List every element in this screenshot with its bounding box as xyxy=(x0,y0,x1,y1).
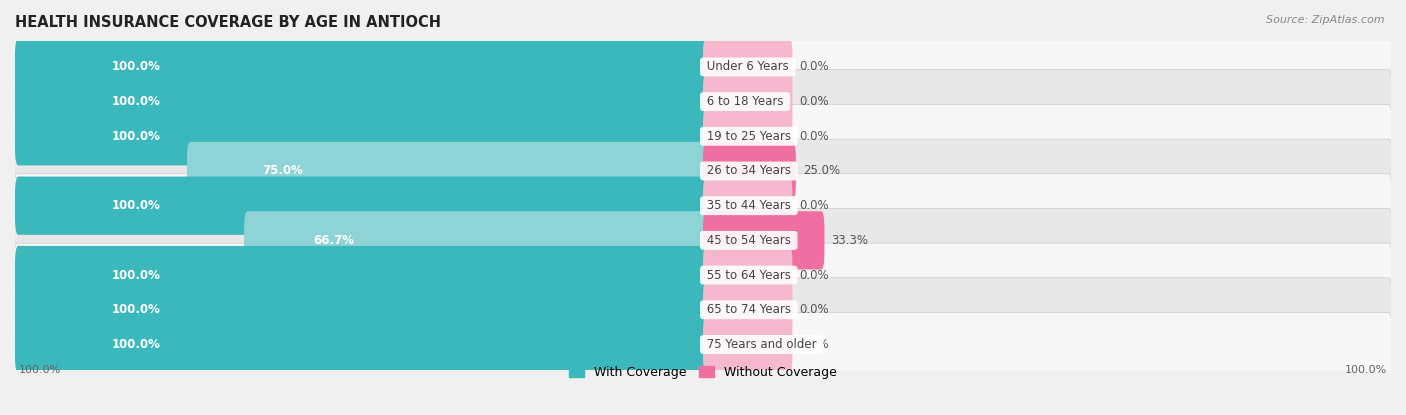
Text: 100.0%: 100.0% xyxy=(111,95,160,108)
FancyBboxPatch shape xyxy=(245,211,706,269)
Text: 55 to 64 Years: 55 to 64 Years xyxy=(703,269,794,281)
Text: 0.0%: 0.0% xyxy=(800,199,830,212)
Text: 35 to 44 Years: 35 to 44 Years xyxy=(703,199,794,212)
FancyBboxPatch shape xyxy=(14,243,1392,307)
FancyBboxPatch shape xyxy=(14,278,1392,342)
FancyBboxPatch shape xyxy=(703,107,793,166)
Text: 0.0%: 0.0% xyxy=(800,303,830,316)
Text: 0.0%: 0.0% xyxy=(800,95,830,108)
Text: 100.0%: 100.0% xyxy=(111,269,160,281)
FancyBboxPatch shape xyxy=(15,315,706,374)
Text: 75.0%: 75.0% xyxy=(263,164,304,178)
Text: 100.0%: 100.0% xyxy=(111,130,160,143)
FancyBboxPatch shape xyxy=(15,176,706,235)
Text: 100.0%: 100.0% xyxy=(111,199,160,212)
Text: 25.0%: 25.0% xyxy=(803,164,839,178)
Text: 45 to 54 Years: 45 to 54 Years xyxy=(703,234,794,247)
Text: 65 to 74 Years: 65 to 74 Years xyxy=(703,303,794,316)
Text: Source: ZipAtlas.com: Source: ZipAtlas.com xyxy=(1267,15,1385,24)
Text: 100.0%: 100.0% xyxy=(111,338,160,351)
FancyBboxPatch shape xyxy=(187,142,706,200)
FancyBboxPatch shape xyxy=(15,73,706,131)
Text: 0.0%: 0.0% xyxy=(800,130,830,143)
Text: 6 to 18 Years: 6 to 18 Years xyxy=(703,95,787,108)
FancyBboxPatch shape xyxy=(14,208,1392,272)
FancyBboxPatch shape xyxy=(15,246,706,304)
FancyBboxPatch shape xyxy=(703,142,796,200)
FancyBboxPatch shape xyxy=(14,35,1392,99)
Text: 0.0%: 0.0% xyxy=(800,61,830,73)
Text: 26 to 34 Years: 26 to 34 Years xyxy=(703,164,794,178)
FancyBboxPatch shape xyxy=(15,38,706,96)
Text: 100.0%: 100.0% xyxy=(111,303,160,316)
Legend: With Coverage, Without Coverage: With Coverage, Without Coverage xyxy=(564,361,842,384)
Text: 33.3%: 33.3% xyxy=(831,234,869,247)
Text: Under 6 Years: Under 6 Years xyxy=(703,61,793,73)
FancyBboxPatch shape xyxy=(15,281,706,339)
FancyBboxPatch shape xyxy=(14,139,1392,203)
FancyBboxPatch shape xyxy=(703,246,793,304)
Text: 19 to 25 Years: 19 to 25 Years xyxy=(703,130,794,143)
FancyBboxPatch shape xyxy=(14,174,1392,238)
FancyBboxPatch shape xyxy=(703,211,824,269)
Text: 0.0%: 0.0% xyxy=(800,338,830,351)
FancyBboxPatch shape xyxy=(703,176,793,235)
Text: 100.0%: 100.0% xyxy=(111,61,160,73)
FancyBboxPatch shape xyxy=(703,38,793,96)
Text: 66.7%: 66.7% xyxy=(314,234,354,247)
Text: 100.0%: 100.0% xyxy=(18,365,60,375)
FancyBboxPatch shape xyxy=(15,107,706,166)
Text: 100.0%: 100.0% xyxy=(1346,365,1388,375)
FancyBboxPatch shape xyxy=(703,73,793,131)
Text: 0.0%: 0.0% xyxy=(800,269,830,281)
FancyBboxPatch shape xyxy=(14,312,1392,376)
Text: HEALTH INSURANCE COVERAGE BY AGE IN ANTIOCH: HEALTH INSURANCE COVERAGE BY AGE IN ANTI… xyxy=(15,15,441,30)
FancyBboxPatch shape xyxy=(14,105,1392,168)
Text: 75 Years and older: 75 Years and older xyxy=(703,338,820,351)
FancyBboxPatch shape xyxy=(14,70,1392,134)
FancyBboxPatch shape xyxy=(703,315,793,374)
FancyBboxPatch shape xyxy=(703,281,793,339)
